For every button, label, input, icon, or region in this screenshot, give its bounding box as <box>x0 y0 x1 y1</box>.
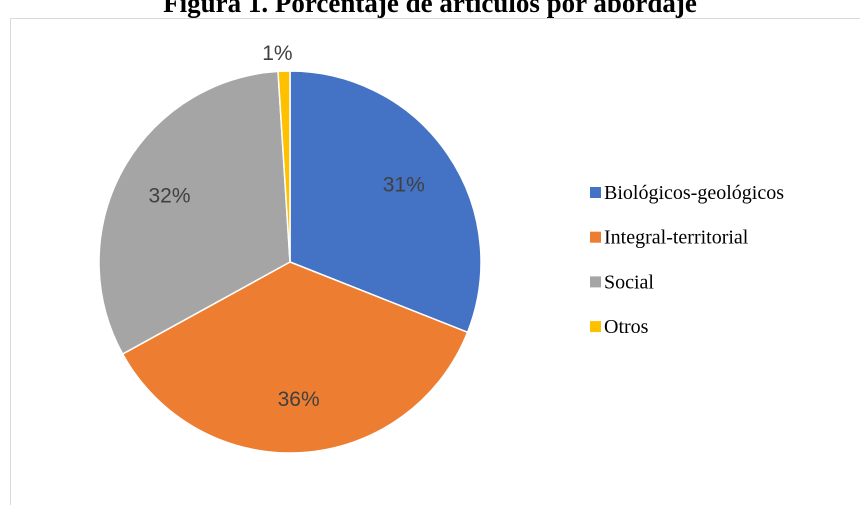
legend-swatch <box>590 187 601 198</box>
pie-slice <box>98 70 291 356</box>
legend-label: Biológicos-geológicos <box>604 182 784 204</box>
legend-label: Integral-territorial <box>604 227 749 249</box>
legend-swatch <box>590 276 601 288</box>
pie-slice <box>121 261 469 454</box>
legend-label: Otros <box>604 316 649 338</box>
data-label: 1% <box>262 42 292 65</box>
legend-swatch <box>590 321 601 333</box>
data-label: 31% <box>383 174 425 197</box>
data-label: 36% <box>278 388 320 411</box>
data-label: 32% <box>148 185 190 208</box>
legend-swatch <box>590 231 601 243</box>
title-background <box>80 0 780 17</box>
pie-slice <box>277 70 291 263</box>
pie-slice <box>289 70 482 334</box>
chart-title: Figura 1. Porcentaje de artículos por ab… <box>163 0 697 18</box>
legend-label: Social <box>604 271 654 293</box>
